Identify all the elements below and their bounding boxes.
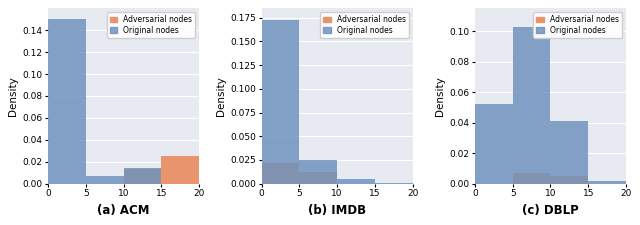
Bar <box>300 160 337 184</box>
Bar <box>262 20 300 184</box>
Bar <box>550 121 588 184</box>
Bar <box>588 180 626 184</box>
X-axis label: (a) ACM: (a) ACM <box>97 204 150 217</box>
X-axis label: (c) DBLP: (c) DBLP <box>522 204 579 217</box>
Y-axis label: Density: Density <box>435 76 445 116</box>
Bar <box>550 176 588 184</box>
Bar <box>86 176 124 184</box>
Bar <box>48 19 86 184</box>
Legend: Adversarial nodes, Original nodes: Adversarial nodes, Original nodes <box>106 12 195 38</box>
Bar <box>337 179 375 184</box>
Bar <box>513 173 550 184</box>
Bar <box>375 183 413 184</box>
Bar <box>475 104 513 184</box>
Legend: Adversarial nodes, Original nodes: Adversarial nodes, Original nodes <box>533 12 622 38</box>
Bar <box>161 156 199 184</box>
Bar <box>513 27 550 184</box>
Y-axis label: Density: Density <box>8 76 19 116</box>
Legend: Adversarial nodes, Original nodes: Adversarial nodes, Original nodes <box>320 12 409 38</box>
Bar <box>300 172 337 184</box>
X-axis label: (b) IMDB: (b) IMDB <box>308 204 366 217</box>
Bar <box>124 169 161 184</box>
Bar <box>124 168 161 184</box>
Bar <box>262 163 300 184</box>
Y-axis label: Density: Density <box>216 76 226 116</box>
